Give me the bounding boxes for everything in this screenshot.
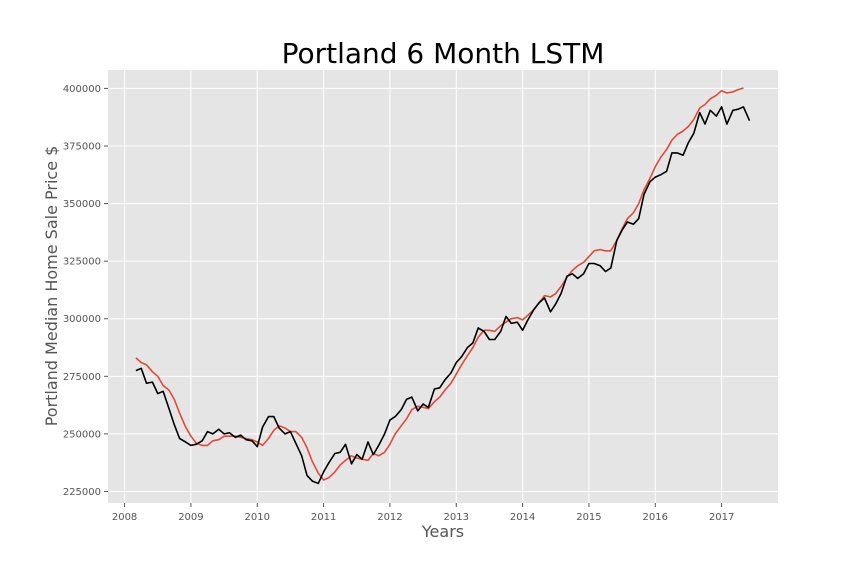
y-tick-label: 325000 (63, 257, 101, 268)
series-group (135, 87, 751, 485)
y-tick-label: 375000 (63, 142, 101, 153)
x-tick-label: 2016 (643, 512, 668, 523)
gridlines (108, 70, 778, 503)
x-tick-label: 2010 (245, 512, 270, 523)
x-tick-label: 2008 (112, 512, 137, 523)
x-tick-label: 2015 (576, 512, 601, 523)
y-tick-label: 400000 (63, 84, 101, 95)
y-axis-label: Portland Median Home Sale Price $ (42, 146, 61, 427)
x-tick-label: 2017 (709, 512, 734, 523)
x-tick-label: 2012 (377, 512, 402, 523)
x-tick-label: 2011 (311, 512, 336, 523)
x-tick-label: 2009 (178, 512, 203, 523)
y-tick-label: 250000 (63, 429, 101, 440)
x-axis-ticks: 2008 2009 2010 2011 2012 2013 2014 2015 2016 2017 (112, 503, 734, 523)
y-axis-ticks: 225000 250000 275000 300000 325000 350000 3750… (63, 84, 108, 498)
y-tick-label: 275000 (63, 372, 101, 383)
y-tick-label: 350000 (63, 199, 101, 210)
x-tick-label: 2013 (444, 512, 469, 523)
y-tick-label: 225000 (63, 487, 101, 498)
x-tick-label: 2014 (510, 512, 535, 523)
x-axis-label: Years (421, 522, 464, 541)
chart-title: Portland 6 Month LSTM (282, 37, 605, 70)
series-line-2 (135, 106, 751, 485)
y-tick-label: 300000 (63, 314, 101, 325)
